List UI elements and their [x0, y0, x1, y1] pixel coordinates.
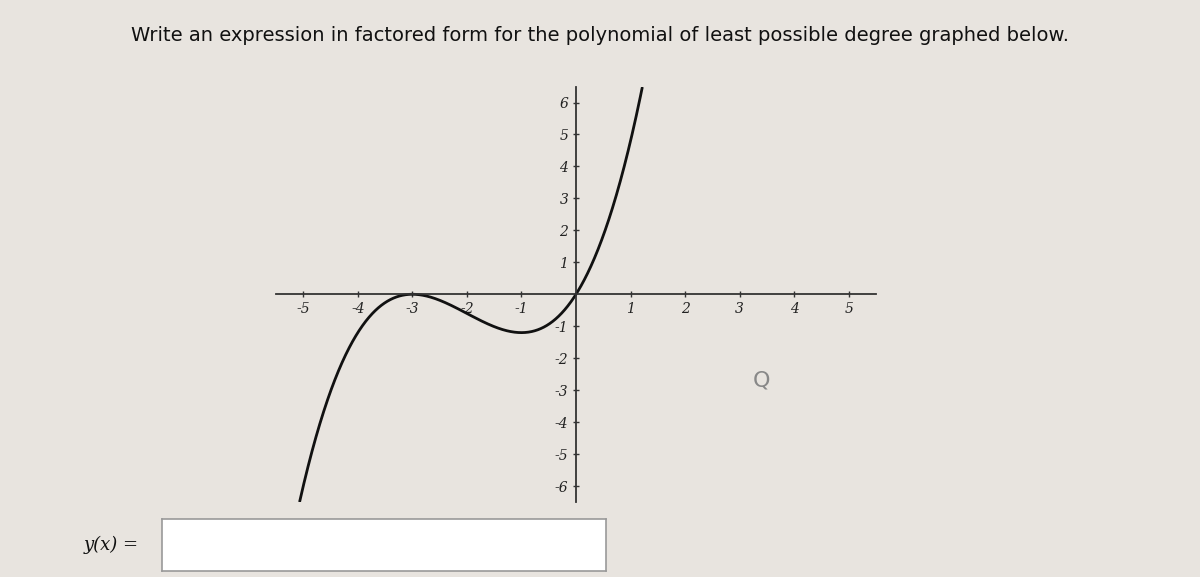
Text: Q: Q: [754, 371, 770, 391]
Text: Write an expression in factored form for the polynomial of least possible degree: Write an expression in factored form for…: [131, 26, 1069, 45]
Text: y(x) =: y(x) =: [84, 536, 139, 554]
